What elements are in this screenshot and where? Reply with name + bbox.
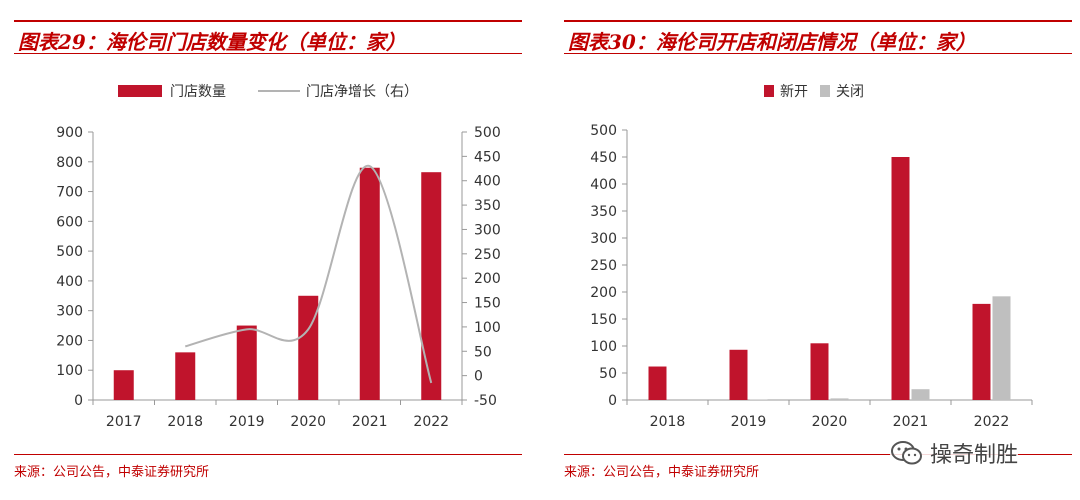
chart-source: 来源：公司公告，中泰证券研究所 [14, 454, 522, 480]
x-tick-label: 2021 [893, 414, 929, 430]
y-tick-label-left: 200 [56, 333, 83, 349]
wechat-icon [891, 441, 922, 465]
y-tick-label-right: 50 [474, 344, 492, 360]
y-tick-label-right: 500 [474, 125, 501, 141]
y-tick-label: 400 [590, 177, 617, 193]
chart-title: 图表29：海伦司门店数量变化（单位：家） [18, 30, 406, 54]
bar [830, 398, 849, 400]
chart-title-bar: 图表30：海伦司开店和闭店情况（单位：家） [564, 20, 1072, 54]
y-tick-label-right: 150 [474, 296, 501, 312]
x-tick-label: 2018 [650, 414, 686, 430]
x-tick-label: 2020 [290, 414, 326, 430]
legend-swatch-bar [118, 85, 162, 97]
bar [729, 349, 748, 400]
legend-swatch [764, 85, 774, 97]
chart-panel-store-count: 图表29：海伦司门店数量变化（单位：家） 0 100 200 300 400 500 600… [0, 0, 530, 500]
x-tick-label: 2017 [106, 414, 142, 430]
legend-label: 门店数量 [170, 84, 226, 100]
y-tick-label: 100 [590, 339, 617, 355]
bar [359, 167, 380, 400]
bar [236, 325, 257, 400]
legend-label: 关闭 [836, 84, 864, 100]
x-tick-label: 2018 [167, 414, 203, 430]
y-tick-label-right: 350 [474, 198, 501, 214]
y-tick-label-left: 600 [56, 214, 83, 230]
y-tick-label: 500 [590, 123, 617, 139]
y-tick-label: 50 [599, 366, 617, 382]
y-tick-label-left: 800 [56, 155, 83, 171]
y-tick-label-right: 0 [474, 369, 483, 385]
y-tick-label-right: 100 [474, 320, 501, 336]
legend-swatch [820, 85, 830, 97]
y-tick-label-left: 700 [56, 185, 83, 201]
chart-title-bar: 图表29：海伦司门店数量变化（单位：家） [14, 20, 522, 54]
y-tick-label: 250 [590, 258, 617, 274]
y-tick-label-left: 400 [56, 274, 83, 290]
chart-panel-open-close: 图表30：海伦司开店和闭店情况（单位：家） 0 50 100 150 200 250 300… [550, 0, 1080, 500]
y-tick-label-left: 100 [56, 363, 83, 379]
store-count-chart: 0 100 200 300 400 500 600 700 800 900 -50 0 50 100 150… [56, 84, 501, 430]
y-tick-label: 150 [590, 312, 617, 328]
title-rule-top [14, 20, 522, 22]
x-tick-label: 2022 [974, 414, 1010, 430]
bar [810, 343, 829, 400]
y-tick-label: 300 [590, 231, 617, 247]
y-tick-label-left: 0 [74, 393, 83, 409]
x-tick-label: 2022 [413, 414, 449, 430]
bar [972, 303, 991, 400]
title-rule-top [564, 20, 1072, 22]
bar [992, 296, 1011, 400]
y-tick-label-left: 300 [56, 304, 83, 320]
bar [648, 366, 667, 400]
y-tick-label-right: 250 [474, 247, 501, 263]
bar [911, 389, 930, 400]
chart-source: 来源：公司公告，中泰证券研究所 [564, 454, 1072, 480]
watermark-text: 操奇制胜 [930, 443, 1019, 468]
bar [421, 172, 442, 400]
y-tick-label-right: 400 [474, 174, 501, 190]
x-tick-label: 2019 [731, 414, 767, 430]
title-rule-bottom [564, 53, 1072, 54]
y-tick-label: 450 [590, 150, 617, 166]
y-tick-label: 350 [590, 204, 617, 220]
series-line-net-growth [184, 165, 433, 384]
watermark: 操奇制胜 [890, 438, 1019, 468]
legend-label: 新开 [780, 84, 808, 100]
y-tick-label-right: 300 [474, 222, 501, 238]
y-tick-label-left: 500 [56, 244, 83, 260]
chart-title: 图表30：海伦司开店和闭店情况（单位：家） [568, 30, 976, 54]
bar [749, 399, 768, 400]
y-tick-label: 200 [590, 285, 617, 301]
y-tick-label: 0 [608, 393, 617, 409]
bar [175, 352, 196, 400]
x-tick-label: 2021 [352, 414, 388, 430]
y-tick-label-right: 200 [474, 271, 501, 287]
y-tick-label-left: 900 [56, 125, 83, 141]
bar [298, 295, 319, 400]
title-rule-bottom [14, 53, 522, 54]
open-close-chart: 0 50 100 150 200 250 300 350 400 450 500 2018 2019 20… [590, 84, 1033, 430]
y-tick-label-right: 450 [474, 149, 501, 165]
bar [113, 370, 134, 400]
legend-label: 门店净增长（右） [306, 84, 418, 100]
x-tick-label: 2019 [229, 414, 265, 430]
y-tick-label-right: -50 [474, 393, 497, 409]
x-tick-label: 2020 [812, 414, 848, 430]
bar [891, 157, 910, 400]
